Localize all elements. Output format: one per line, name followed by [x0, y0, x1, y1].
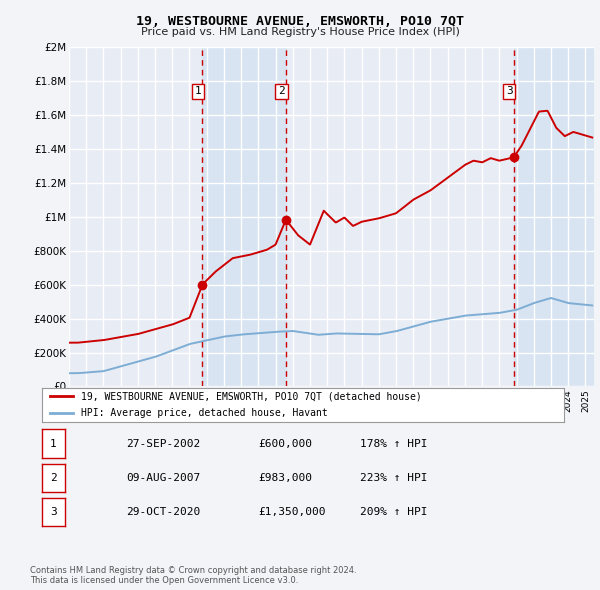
- Text: £600,000: £600,000: [258, 439, 312, 448]
- Text: 2: 2: [278, 86, 285, 96]
- Text: 3: 3: [50, 507, 57, 517]
- Text: Contains HM Land Registry data © Crown copyright and database right 2024.
This d: Contains HM Land Registry data © Crown c…: [30, 566, 356, 585]
- Text: HPI: Average price, detached house, Havant: HPI: Average price, detached house, Hava…: [81, 408, 328, 418]
- Bar: [202, 47, 286, 386]
- Text: 2: 2: [50, 473, 57, 483]
- Text: 1: 1: [50, 439, 57, 448]
- Bar: [514, 47, 594, 386]
- Text: 223% ↑ HPI: 223% ↑ HPI: [360, 473, 427, 483]
- Text: 178% ↑ HPI: 178% ↑ HPI: [360, 439, 427, 448]
- Text: 19, WESTBOURNE AVENUE, EMSWORTH, PO10 7QT: 19, WESTBOURNE AVENUE, EMSWORTH, PO10 7Q…: [136, 15, 464, 28]
- Text: 27-SEP-2002: 27-SEP-2002: [126, 439, 200, 448]
- Text: 3: 3: [506, 86, 512, 96]
- Text: £1,350,000: £1,350,000: [258, 507, 325, 517]
- Text: 209% ↑ HPI: 209% ↑ HPI: [360, 507, 427, 517]
- Text: 09-AUG-2007: 09-AUG-2007: [126, 473, 200, 483]
- Text: £983,000: £983,000: [258, 473, 312, 483]
- Text: 19, WESTBOURNE AVENUE, EMSWORTH, PO10 7QT (detached house): 19, WESTBOURNE AVENUE, EMSWORTH, PO10 7Q…: [81, 391, 422, 401]
- Text: Price paid vs. HM Land Registry's House Price Index (HPI): Price paid vs. HM Land Registry's House …: [140, 28, 460, 37]
- Text: 1: 1: [194, 86, 202, 96]
- Text: 29-OCT-2020: 29-OCT-2020: [126, 507, 200, 517]
